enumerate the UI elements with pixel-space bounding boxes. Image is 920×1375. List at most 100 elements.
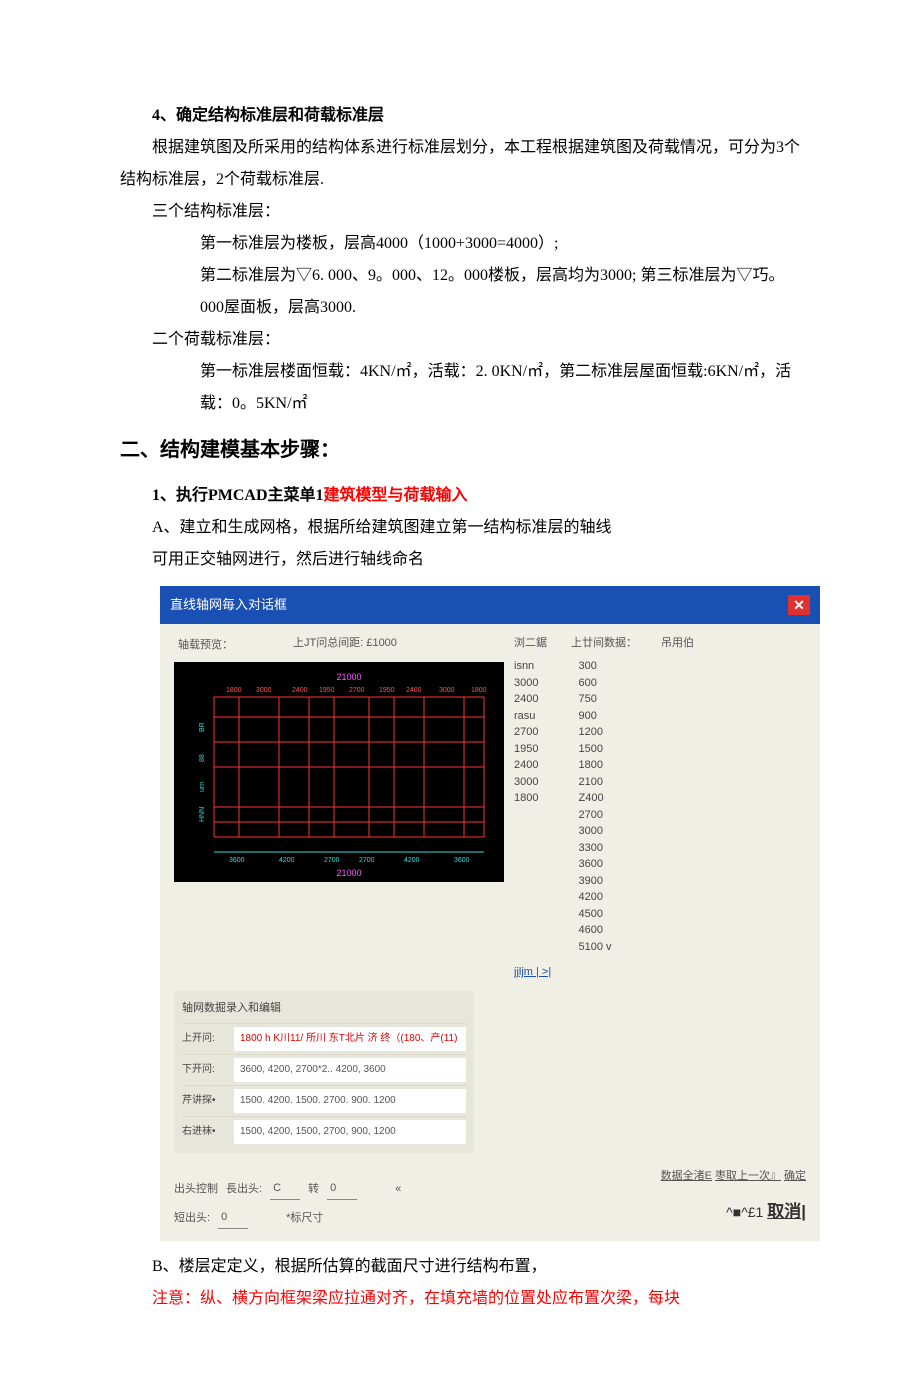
num-item: Z400	[578, 790, 611, 807]
grid-preview: 21000 1800 3000 2400 1950 2700 1950 2400…	[174, 662, 504, 882]
svg-text:2700: 2700	[359, 857, 375, 864]
num-item: 2100	[578, 774, 611, 791]
data-entry-panel: 轴网数掘录入和编辑 上开问: 1800 h K川11/ 所川 东T北片 济 终（(…	[174, 991, 474, 1153]
svg-text:21000: 21000	[336, 868, 361, 878]
ctrl-mark2: *标尺寸	[286, 1207, 323, 1229]
section-2-heading: 二、结构建模基本步骤：	[120, 430, 800, 470]
head-control: 出头控制 長出头: C 转 0 « 短出头: 0 *标尺寸	[174, 1177, 401, 1229]
svg-text:1800: 1800	[226, 687, 242, 694]
struct-line-1: 第一标准层为楼板，层高4000（1000+3000=4000）;	[120, 228, 800, 260]
data-row-label: 下开问:	[182, 1060, 228, 1080]
svg-text:88: 88	[199, 754, 206, 762]
cancel-button[interactable]: 取消|	[767, 1202, 806, 1221]
num-item: isnn	[514, 658, 538, 675]
ctrl-short-label: 短出头:	[174, 1207, 210, 1229]
data-row: 芹讲探• 1500. 4200. 1500. 2700. 900. 1200	[182, 1085, 466, 1116]
btn-ok[interactable]: 确定	[784, 1165, 806, 1187]
step-a-2: 可用正交轴网进行，然后进行轴线命名	[120, 544, 800, 576]
load-line-1: 第一标准层楼面恒载：4KN/㎡，活载：2. 0KN/㎡，第二标准层屋面恒载:6K…	[120, 356, 800, 420]
num-item: 3600	[578, 856, 611, 873]
svg-text:21000: 21000	[336, 672, 361, 682]
data-entry-title: 轴网数掘录入和编辑	[182, 997, 466, 1023]
right-header-1: 浏二鋸	[514, 632, 547, 654]
svg-text:1950: 1950	[379, 687, 395, 694]
step-b: B、楼层定定义，根据所估算的截面尺寸进行结构布置，	[120, 1251, 800, 1283]
svg-text:2400: 2400	[292, 687, 308, 694]
grid-svg: 21000 1800 3000 2400 1950 2700 1950 2400…	[174, 662, 504, 882]
num-item: 2400	[514, 757, 538, 774]
num-item: 600	[578, 675, 611, 692]
svg-text:3000: 3000	[256, 687, 272, 694]
num-item: 4600	[578, 922, 611, 939]
data-row-input[interactable]: 1800 h K川11/ 所川 东T北片 济 终（(180、产(11)	[234, 1027, 466, 1051]
top-dist-label: 上JT问总间距: £1000	[293, 632, 397, 662]
ctrl-turn-input[interactable]: 0	[327, 1177, 357, 1200]
svg-text:3600: 3600	[454, 857, 470, 864]
num-item: 4500	[578, 906, 611, 923]
num-item: 750	[578, 691, 611, 708]
data-row: 上开问: 1800 h K川11/ 所川 东T北片 济 终（(180、产(11)	[182, 1023, 466, 1054]
svg-text:3000: 3000	[439, 687, 455, 694]
jjljm-link[interactable]: jjljm | >|	[514, 955, 806, 983]
num-item: 3300	[578, 840, 611, 857]
step-1: 1、执行PMCAD主菜单1建筑模型与荷载输入	[120, 480, 800, 512]
num-item: 3000	[578, 823, 611, 840]
heading-4: 4、确定结构标准层和荷载标准层	[152, 107, 384, 124]
data-row: 下开问: 3600, 4200, 2700*2.. 4200, 3600	[182, 1054, 466, 1085]
btn-clear[interactable]: 数据全渚E	[661, 1165, 712, 1187]
svg-text:2700: 2700	[349, 687, 365, 694]
ctrl-long-label: 長出头:	[226, 1178, 262, 1200]
num-item: 900	[578, 708, 611, 725]
svg-text:4200: 4200	[279, 857, 295, 864]
num-item: 1800	[514, 790, 538, 807]
num-item: 3000	[514, 774, 538, 791]
svg-text:HNN: HNN	[199, 807, 206, 822]
num-item: 1500	[578, 741, 611, 758]
data-row-input[interactable]: 3600, 4200, 2700*2.. 4200, 3600	[234, 1058, 466, 1082]
struct-header: 三个结构标准层：	[120, 196, 800, 228]
preview-label: 轴载预览：	[174, 632, 233, 662]
num-item: rasu	[514, 708, 538, 725]
data-row-input[interactable]: 1500. 4200. 1500. 2700. 900. 1200	[234, 1089, 466, 1113]
preview-column: 轴载预览： 上JT问总间距: £1000	[174, 632, 504, 882]
left-num-list: isnn30002400rasu27001950240030001800	[514, 658, 538, 955]
num-item: 2400	[514, 691, 538, 708]
svg-text:4200: 4200	[404, 857, 420, 864]
num-item: 5100 v	[578, 939, 611, 956]
ctrl-turn-label: 转	[308, 1178, 319, 1200]
cancel-prefix: ^■^£1	[726, 1204, 763, 1220]
num-item: 1200	[578, 724, 611, 741]
num-item: 1800	[578, 757, 611, 774]
right-column: 浏二鋸 上廿间数据： 吊用伯 isnn30002400rasu270019502…	[514, 632, 806, 983]
data-row-label: 上开问:	[182, 1029, 228, 1049]
svg-text:2700: 2700	[324, 857, 340, 864]
ctrl-mark: «	[395, 1178, 401, 1200]
num-item: 300	[578, 658, 611, 675]
load-header: 二个荷载标准层：	[120, 324, 800, 356]
num-item: 3900	[578, 873, 611, 890]
svg-text:2400: 2400	[406, 687, 422, 694]
num-item: 1950	[514, 741, 538, 758]
num-item: 2700	[578, 807, 611, 824]
data-row-label: 右进袜•	[182, 1122, 228, 1142]
svg-text:1800: 1800	[471, 687, 487, 694]
dialog-title-bar: 直线轴网毎入对话框 ✕	[160, 586, 820, 624]
close-icon[interactable]: ✕	[788, 595, 810, 615]
right-header-2: 上廿间数据：	[571, 632, 637, 654]
struct-line-2: 第二标准层为▽6. 000、9。000、12。000楼板，层高均为3000; 第…	[120, 260, 800, 324]
svg-text:3600: 3600	[229, 857, 245, 864]
data-row: 右进袜• 1500, 4200, 1500, 2700, 900, 1200	[182, 1116, 466, 1147]
ctrl-label: 出头控制	[174, 1178, 218, 1200]
svg-text:BR: BR	[199, 722, 206, 732]
right-num-list: 3006007509001200150018002100Z40027003000…	[578, 658, 611, 955]
svg-text:urn: urn	[199, 782, 206, 792]
num-item: 2700	[514, 724, 538, 741]
ctrl-long-input[interactable]: C	[270, 1177, 300, 1200]
data-row-input[interactable]: 1500, 4200, 1500, 2700, 900, 1200	[234, 1120, 466, 1144]
note-red: 注意：纵、横方向框架梁应拉通对齐，在填充墙的位置处应布置次梁，每块	[120, 1283, 800, 1315]
ctrl-short-input[interactable]: 0	[218, 1206, 248, 1229]
btn-last[interactable]: 枣取上一次』	[715, 1165, 781, 1187]
svg-text:1950: 1950	[319, 687, 335, 694]
data-row-label: 芹讲探•	[182, 1091, 228, 1111]
num-item: 4200	[578, 889, 611, 906]
